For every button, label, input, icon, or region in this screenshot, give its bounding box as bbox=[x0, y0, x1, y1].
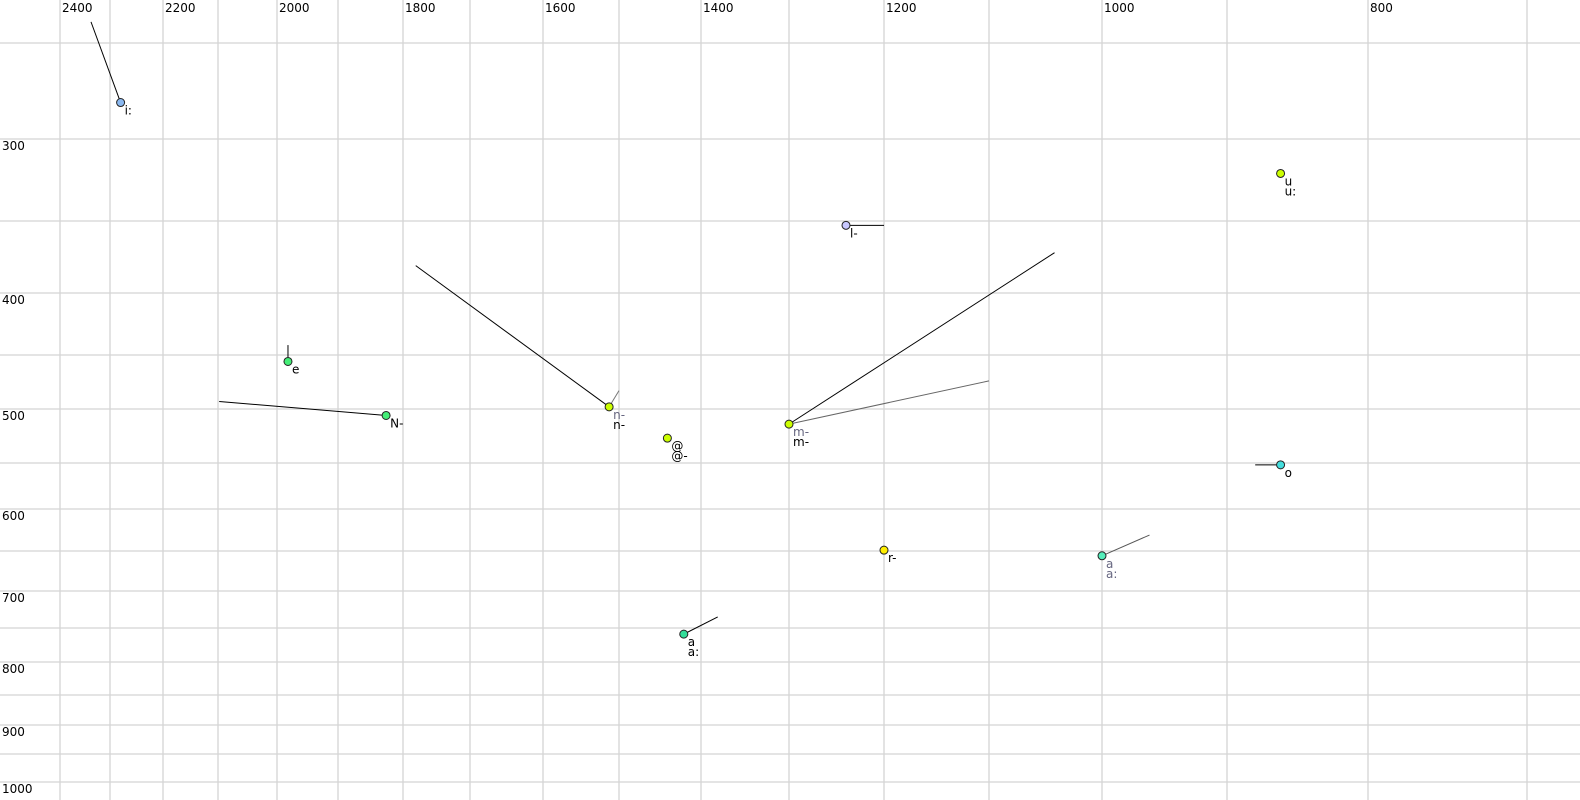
vowel-label: u bbox=[1285, 174, 1293, 188]
vowel-point bbox=[1276, 168, 1286, 178]
tick-labels: 2400 2200 2000 1800 1600 1400 1200 1000 800 300 40… bbox=[2, 1, 1393, 796]
vowel-label: a bbox=[688, 635, 695, 649]
vowel-label: @- bbox=[671, 449, 687, 463]
x-tick-label: 2400 bbox=[62, 1, 93, 15]
vowel-label: m- bbox=[793, 425, 809, 439]
y-tick-label: 1000 bbox=[2, 782, 33, 796]
vowel-label: a bbox=[1106, 557, 1113, 571]
trajectory-line bbox=[219, 400, 387, 416]
vowel-point bbox=[662, 433, 672, 443]
x-tick-label: 2000 bbox=[279, 1, 310, 15]
vowel-label: N- bbox=[390, 416, 403, 430]
vowel-label: i: bbox=[125, 104, 132, 118]
vowel-label: @ bbox=[671, 439, 683, 453]
x-tick-label: 2200 bbox=[165, 1, 196, 15]
trajectory-line bbox=[683, 616, 718, 635]
y-tick-label: 400 bbox=[2, 293, 25, 307]
y-tick-label: 600 bbox=[2, 509, 25, 523]
trajectory-line bbox=[415, 265, 610, 408]
vowel-point bbox=[784, 419, 794, 429]
trajectory-lines bbox=[90, 21, 1281, 635]
vowel-label: a: bbox=[1106, 567, 1117, 581]
x-tick-label: 1800 bbox=[405, 1, 436, 15]
vowel-point bbox=[1276, 460, 1286, 470]
vowel-label: o bbox=[1285, 466, 1292, 480]
x-tick-label: 1600 bbox=[545, 1, 576, 15]
x-tick-label: 1400 bbox=[703, 1, 734, 15]
y-tick-label: 300 bbox=[2, 139, 25, 153]
y-tick-label: 700 bbox=[2, 591, 25, 605]
trajectory-line bbox=[90, 21, 122, 103]
x-tick-label: 1200 bbox=[886, 1, 917, 15]
vowel-point bbox=[841, 220, 851, 230]
vowel-point bbox=[604, 402, 614, 412]
vowel-label: u: bbox=[1285, 184, 1297, 198]
x-tick-label: 800 bbox=[1370, 1, 1393, 15]
vowel-points: i:uu:l-eN-n-n-@@-m-m-or-aa:aa: bbox=[116, 98, 1297, 659]
vowel-label: n- bbox=[613, 408, 625, 422]
vowel-label: r- bbox=[888, 551, 897, 565]
vowel-point bbox=[1097, 551, 1107, 561]
vowel-label: a: bbox=[688, 645, 699, 659]
vowel-label: l- bbox=[850, 226, 858, 240]
x-tick-label: 1000 bbox=[1104, 1, 1135, 15]
vowel-point bbox=[879, 545, 889, 555]
trajectory-line bbox=[1101, 534, 1150, 557]
y-tick-label: 900 bbox=[2, 725, 25, 739]
vowel-point bbox=[283, 356, 293, 366]
vowel-label: n- bbox=[613, 418, 625, 432]
vowel-label: m- bbox=[793, 435, 809, 449]
vowel-point bbox=[679, 629, 689, 639]
y-tick-label: 800 bbox=[2, 662, 25, 676]
trajectory-line bbox=[788, 380, 990, 425]
y-tick-label: 500 bbox=[2, 409, 25, 423]
vowel-point bbox=[116, 98, 126, 108]
vowel-point bbox=[381, 410, 391, 420]
vowel-label: e bbox=[292, 362, 299, 376]
trajectory-line bbox=[788, 252, 1055, 425]
